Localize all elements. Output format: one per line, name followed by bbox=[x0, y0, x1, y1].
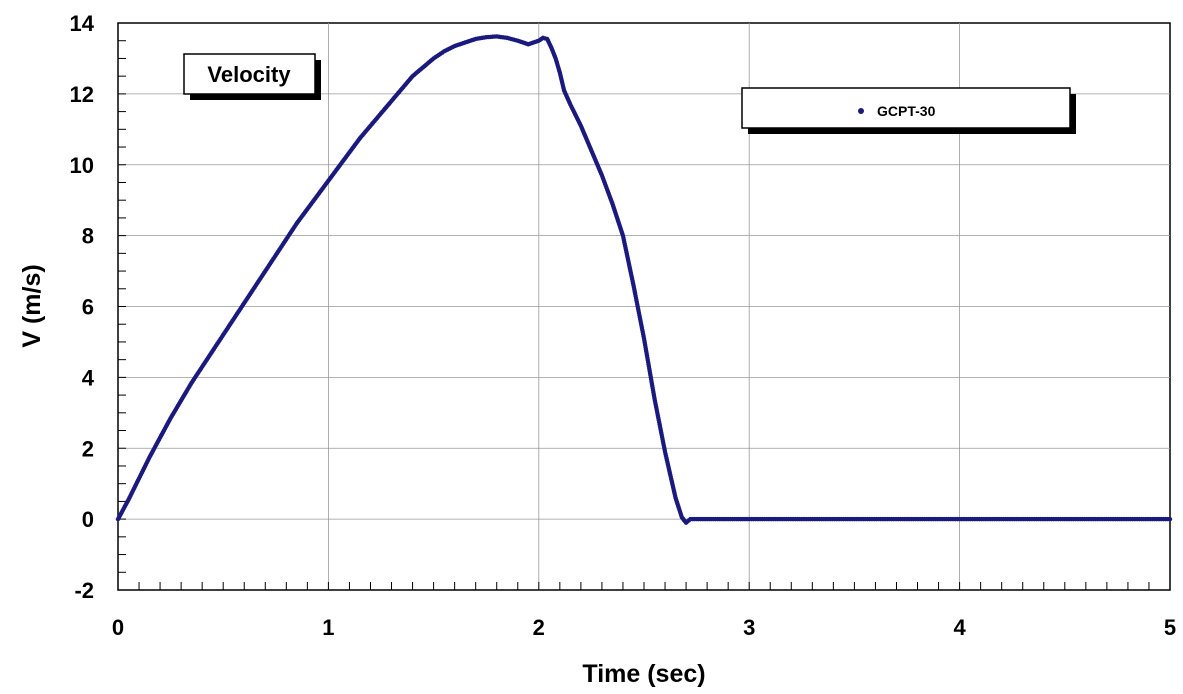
x-axis-title: Time (sec) bbox=[582, 660, 705, 688]
x-tick-label: 0 bbox=[112, 615, 124, 640]
chart-title-box: Velocity bbox=[183, 53, 321, 100]
x-tick-label: 4 bbox=[953, 615, 966, 640]
series-layer bbox=[115, 34, 1173, 525]
chart-title-frame bbox=[183, 53, 316, 95]
y-tick-label: 10 bbox=[70, 153, 94, 178]
y-tick-label: -2 bbox=[74, 578, 94, 603]
y-tick-label: 12 bbox=[70, 82, 94, 107]
legend-label: GCPT-30 bbox=[877, 103, 936, 119]
grid bbox=[118, 23, 1170, 590]
x-tick-label: 5 bbox=[1164, 615, 1176, 640]
y-tick-label: 2 bbox=[82, 436, 94, 461]
minor-ticks bbox=[117, 22, 1171, 591]
y-tick-label: 0 bbox=[82, 507, 94, 532]
y-tick-label: 6 bbox=[82, 295, 94, 320]
x-tick-label: 2 bbox=[533, 615, 545, 640]
legend: GCPT-30 bbox=[741, 87, 1076, 134]
y-tick-label: 8 bbox=[82, 224, 94, 249]
x-tick-label: 3 bbox=[743, 615, 755, 640]
x-tick-label: 1 bbox=[322, 615, 334, 640]
data-point bbox=[1167, 516, 1173, 522]
y-tick-label: 14 bbox=[70, 11, 95, 36]
legend-marker bbox=[858, 108, 864, 114]
y-tick-label: 4 bbox=[82, 365, 95, 390]
chart-title: Velocity bbox=[207, 62, 291, 87]
y-axis-title: V (m/s) bbox=[18, 264, 46, 347]
legend-frame bbox=[741, 87, 1071, 129]
